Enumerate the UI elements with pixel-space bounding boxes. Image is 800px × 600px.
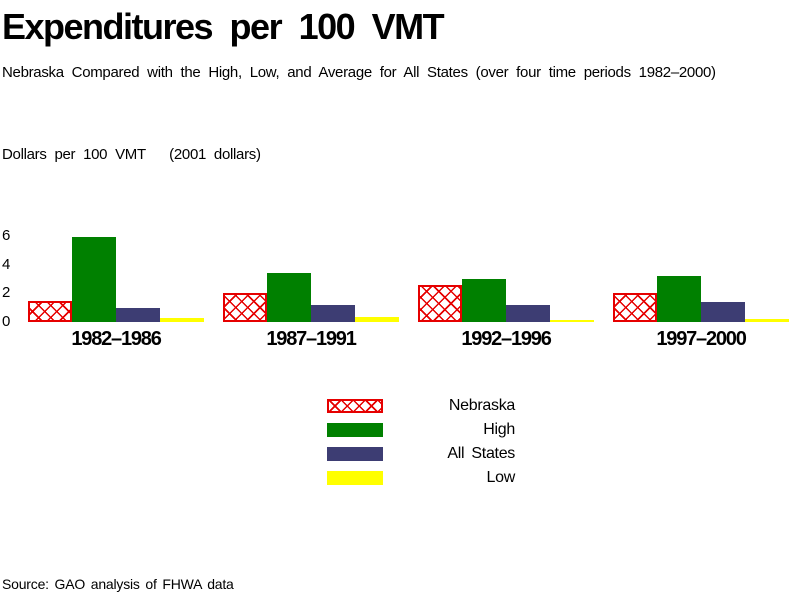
y-axis-title: Dollars per 100 VMT (2001 dollars)	[2, 146, 261, 163]
category-label: 1997–2000	[656, 328, 747, 350]
bar-high	[72, 237, 116, 322]
bar-low	[745, 319, 789, 322]
legend-row-all-states: All States	[327, 445, 515, 462]
bar-nebraska	[418, 285, 462, 322]
bar-low	[160, 318, 204, 322]
bar-high	[267, 273, 311, 322]
legend-label-low: Low	[486, 469, 516, 486]
bar-all_states	[311, 305, 355, 322]
legend-row-high: High	[327, 421, 515, 438]
bar-all_states	[701, 302, 745, 322]
y-tick-label: 6	[2, 227, 11, 244]
category-label: 1982–1986	[71, 328, 162, 350]
legend: Nebraska High All States Low	[327, 397, 516, 486]
bar-low	[550, 320, 594, 322]
category-label: 1987–1991	[266, 328, 357, 350]
bar-high	[462, 279, 506, 322]
low-swatch-icon	[327, 471, 383, 485]
bar-all_states	[116, 308, 160, 322]
chart-title: Expenditures per 100 VMT	[2, 6, 445, 47]
all-states-swatch-icon	[327, 447, 383, 461]
legend-row-nebraska: Nebraska	[327, 397, 515, 414]
legend-row-low: Low	[327, 469, 516, 486]
y-tick-label: 2	[2, 284, 11, 301]
high-swatch-icon	[327, 423, 383, 437]
y-tick-label: 4	[2, 256, 11, 273]
nebraska-swatch-icon	[327, 399, 383, 413]
bar-nebraska	[28, 301, 72, 322]
bar-high	[657, 276, 701, 322]
chart-subtitle: Nebraska Compared with the High, Low, an…	[2, 64, 716, 81]
bar-nebraska	[613, 293, 657, 322]
bar-all_states	[506, 305, 550, 322]
y-tick-label: 0	[2, 313, 11, 330]
source-note: Source: GAO analysis of FHWA data	[2, 576, 234, 592]
bar-nebraska	[223, 293, 267, 322]
legend-label-nebraska: Nebraska	[448, 397, 515, 414]
bar-low	[355, 317, 399, 322]
legend-label-high: High	[483, 421, 515, 438]
category-label: 1992–1996	[461, 328, 552, 350]
legend-label-all-states: All States	[447, 445, 515, 462]
